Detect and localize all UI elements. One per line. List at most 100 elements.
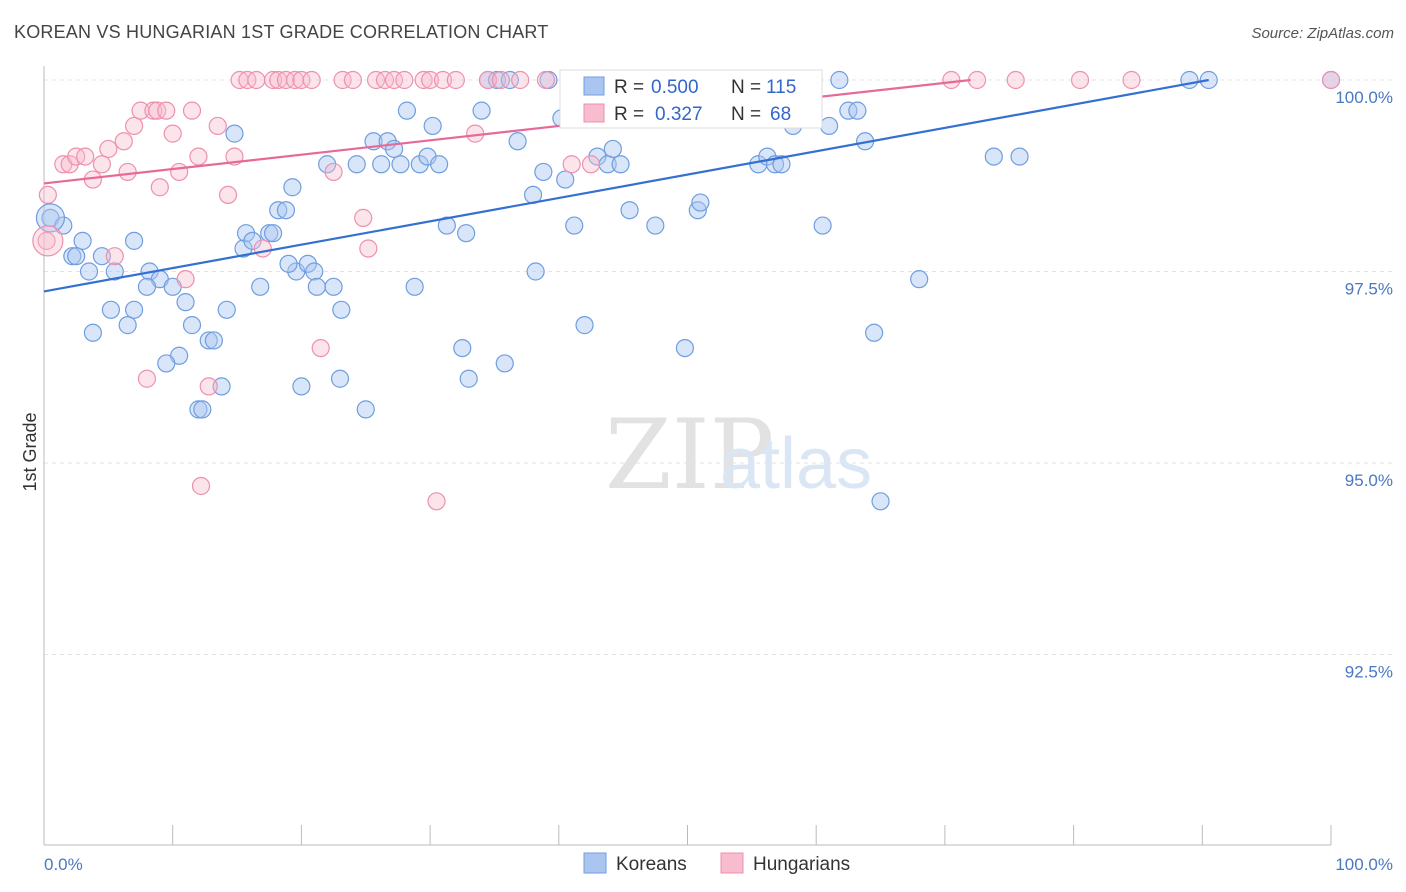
point-koreans <box>430 155 449 174</box>
point-koreans <box>865 323 884 342</box>
point-hungarians <box>99 139 118 159</box>
point-hungarians <box>32 225 64 257</box>
point-koreans <box>830 70 849 90</box>
x-tick-labels: 0.0% 100.0% <box>44 855 1393 874</box>
point-hungarians <box>92 155 112 174</box>
point-koreans <box>176 293 195 312</box>
legend: R = 0.500 N = 115 R = 0.327 N = 68 <box>559 69 823 129</box>
point-koreans <box>405 277 424 296</box>
point-hungarians <box>433 70 453 90</box>
point-koreans <box>556 170 575 189</box>
point-hungarians <box>253 239 272 258</box>
watermark-zip: ZIP <box>605 399 774 511</box>
legend-r-value-koreans: 0.500 <box>651 77 699 98</box>
point-hungarians <box>170 162 189 182</box>
point-hungarians <box>1321 70 1341 90</box>
point-koreans <box>204 331 223 350</box>
point-koreans <box>871 492 890 511</box>
point-koreans <box>620 201 639 220</box>
point-hungarians <box>199 377 218 396</box>
point-hungarians <box>478 70 498 90</box>
point-koreans <box>307 277 326 296</box>
point-hungarians <box>38 185 57 204</box>
point-koreans <box>263 224 283 243</box>
point-hungarians <box>191 476 211 496</box>
legend-n-value-hungarians: 68 <box>770 104 791 125</box>
y-tick-labels: 100.0% 97.5% 95.0% 92.5% <box>1335 88 1393 682</box>
point-koreans <box>92 247 112 266</box>
point-hungarians <box>395 70 414 90</box>
point-koreans <box>457 224 476 243</box>
y-tick-label: 95.0% <box>1345 471 1393 490</box>
point-hungarians <box>491 70 510 90</box>
point-koreans <box>330 369 350 388</box>
point-koreans <box>124 300 144 319</box>
point-koreans <box>67 247 86 266</box>
trend-line-koreans <box>43 78 1209 293</box>
point-koreans <box>347 155 366 174</box>
point-hungarians <box>157 101 176 120</box>
point-koreans <box>83 323 103 342</box>
bottom-legend-swatch-koreans <box>583 852 607 874</box>
point-koreans <box>410 155 429 174</box>
point-koreans <box>54 216 73 235</box>
point-koreans <box>212 377 231 396</box>
point-hungarians <box>421 70 440 90</box>
point-koreans <box>269 201 288 220</box>
point-hungarians <box>176 270 195 289</box>
legend-n-label-hungarians: N = <box>731 104 761 125</box>
point-hungarians <box>182 101 202 120</box>
point-koreans <box>193 400 212 419</box>
point-koreans <box>372 155 391 174</box>
legend-r-label-hungarians: R = <box>614 104 644 125</box>
y-tick-label: 97.5% <box>1345 280 1393 299</box>
point-koreans <box>691 193 710 212</box>
point-koreans <box>276 201 296 220</box>
point-hungarians <box>311 339 330 358</box>
point-hungarians <box>163 124 182 143</box>
point-hungarians <box>124 116 144 136</box>
point-koreans <box>105 262 124 281</box>
point-koreans <box>611 155 630 174</box>
point-hungarians <box>1070 70 1090 90</box>
point-koreans <box>199 331 218 350</box>
point-hungarians <box>536 70 556 90</box>
point-koreans <box>217 300 236 319</box>
point-koreans <box>283 178 302 197</box>
point-koreans <box>472 101 491 120</box>
point-hungarians <box>247 70 266 90</box>
point-hungarians <box>302 70 321 90</box>
point-koreans <box>292 377 311 396</box>
legend-swatch-koreans <box>583 76 605 96</box>
point-hungarians <box>333 70 352 90</box>
point-koreans <box>565 216 584 235</box>
point-koreans <box>603 139 622 159</box>
point-hungarians <box>427 492 446 511</box>
point-koreans <box>437 216 456 235</box>
point-koreans <box>848 101 867 120</box>
point-koreans <box>101 300 121 319</box>
point-koreans <box>189 400 208 419</box>
point-hungarians <box>359 239 378 258</box>
point-koreans <box>73 231 92 250</box>
bottom-legend: Koreans Hungarians <box>583 852 850 875</box>
grid-lines <box>44 79 1395 655</box>
point-koreans <box>423 116 442 136</box>
point-koreans <box>118 316 137 335</box>
point-koreans <box>35 203 66 233</box>
point-koreans <box>772 155 791 174</box>
point-hungarians <box>76 147 95 166</box>
point-hungarians <box>263 70 283 90</box>
point-koreans <box>324 277 343 296</box>
point-hungarians <box>343 70 362 90</box>
point-koreans <box>575 316 594 335</box>
x-tick-label: 100.0% <box>1335 855 1393 874</box>
legend-r-label-koreans: R = <box>614 77 644 98</box>
point-koreans <box>984 147 1003 166</box>
watermark-atlas: atlas <box>720 424 872 504</box>
point-hungarians <box>967 70 987 90</box>
point-hungarians <box>1006 70 1025 90</box>
point-koreans <box>453 339 472 358</box>
chart-title: KOREAN VS HUNGARIAN 1ST GRADE CORRELATIO… <box>14 22 549 42</box>
x-tick-label: 0.0% <box>44 855 83 874</box>
